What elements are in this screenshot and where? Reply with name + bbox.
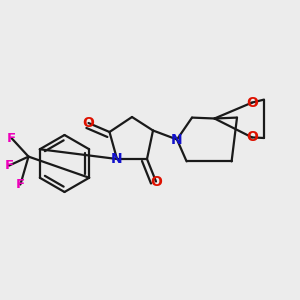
Text: N: N bbox=[111, 152, 123, 166]
Text: N: N bbox=[171, 133, 183, 146]
Text: O: O bbox=[82, 116, 94, 130]
Text: F: F bbox=[4, 159, 14, 172]
Text: O: O bbox=[246, 130, 258, 144]
Text: F: F bbox=[16, 178, 25, 191]
Text: O: O bbox=[246, 96, 258, 110]
Text: O: O bbox=[150, 175, 162, 188]
Text: F: F bbox=[7, 131, 16, 145]
